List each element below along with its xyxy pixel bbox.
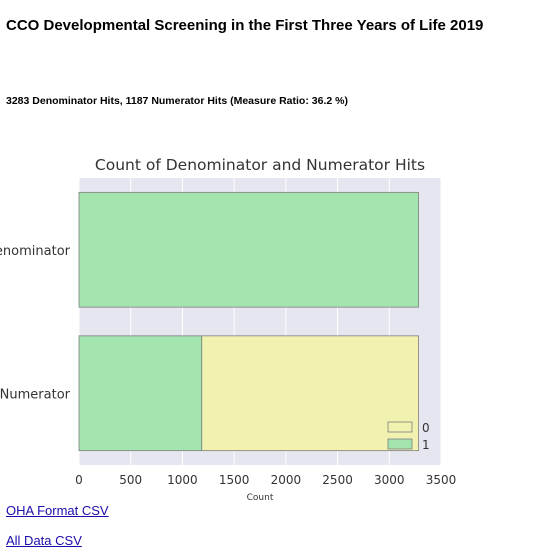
x-tick-label: 0 (75, 473, 83, 487)
all-data-csv-link[interactable]: All Data CSV (6, 533, 82, 548)
page-title: CCO Developmental Screening in the First… (6, 17, 484, 34)
x-tick-label: 3000 (374, 473, 405, 487)
x-tick-label: 1500 (219, 473, 250, 487)
x-tick-label: 2500 (322, 473, 353, 487)
chart-title: Count of Denominator and Numerator Hits (95, 156, 425, 174)
x-tick-label: 2000 (271, 473, 302, 487)
x-tick-label: 1000 (167, 473, 198, 487)
legend-swatch-1 (387, 438, 413, 450)
oha-format-csv-link[interactable]: OHA Format CSV (6, 503, 109, 518)
x-tick-label: 500 (119, 473, 142, 487)
legend-swatch-0 (387, 421, 413, 433)
bar-numerator-series-1 (78, 335, 203, 452)
legend-label-0: 0 (422, 421, 430, 435)
hits-bar-chart: Denominator Numerator 0 500 1000 1500 2000 2500… (0, 156, 457, 503)
bar-numerator-series-0 (201, 335, 419, 452)
x-axis-label: Count (247, 493, 274, 503)
x-tick-label: 3500 (426, 473, 457, 487)
legend-label-1: 1 (422, 438, 430, 452)
bar-denominator-series-1 (78, 191, 419, 308)
measure-summary: 3283 Denominator Hits, 1187 Numerator Hi… (6, 95, 348, 107)
y-tick-label-numerator: Numerator (0, 387, 71, 402)
y-tick-label-denominator: Denominator (0, 244, 71, 259)
